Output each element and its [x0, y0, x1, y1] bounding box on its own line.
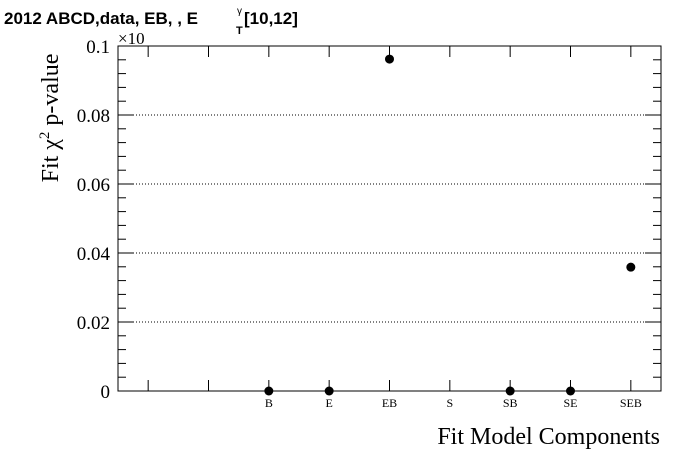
x-tick-label: SE — [563, 396, 577, 410]
data-point — [505, 386, 515, 396]
chart-title-subscript: T — [236, 25, 243, 37]
data-point — [264, 386, 274, 396]
y-tick-label: 0.08 — [77, 106, 110, 127]
chart-title-suffix: [10,12] — [244, 9, 298, 28]
y-tick-label: 0 — [101, 382, 111, 403]
x-tick-label: E — [325, 396, 332, 410]
y-tick-label: 0.1 — [86, 37, 110, 58]
chart-title-superscript: γ — [237, 6, 242, 17]
x-tick-label: SB — [503, 396, 518, 410]
y-tick-label: 0.02 — [77, 313, 110, 334]
x-tick-label: SEB — [620, 396, 642, 410]
x-tick-label: S — [446, 396, 453, 410]
plot-area: 0 0.02 0.04 0.06 0.08 0.1 B E EB S SB SE SEB — [77, 37, 662, 410]
x-tick-label: EB — [382, 396, 397, 410]
y-axis-label: Fit χ2 p-value — [37, 54, 64, 183]
data-point — [385, 54, 394, 64]
svg-text:Fit χ2 p-value: Fit χ2 p-value — [37, 54, 64, 183]
data-point — [626, 262, 636, 272]
y-axis-exponent-label: ×10 — [118, 29, 145, 48]
y-tick-label: 0.04 — [77, 244, 111, 265]
x-axis-label: Fit Model Components — [437, 424, 660, 450]
x-tick-label: B — [265, 396, 273, 410]
chart-title: 2012 ABCD,data, EB, , E — [4, 9, 198, 28]
data-point — [324, 386, 334, 396]
data-point — [566, 386, 575, 396]
plot-background — [118, 46, 661, 391]
y-tick-label: 0.06 — [77, 175, 110, 196]
